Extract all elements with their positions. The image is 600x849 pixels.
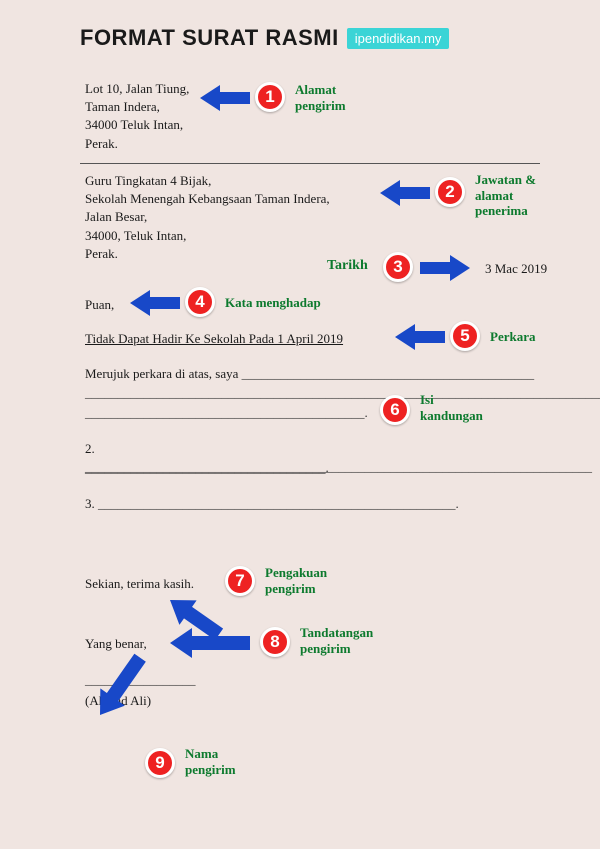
label-1: Alamat pengirim (295, 82, 346, 113)
addr-line: Lot 10, Jalan Tiung, (85, 80, 189, 98)
closing-2: Yang benar, (85, 635, 147, 653)
body-2: 2. (85, 441, 95, 456)
badge-1: 1 (255, 82, 285, 112)
addr-line: 34000 Teluk Intan, (85, 116, 189, 134)
date-value: 3 Mac 2019 (485, 260, 547, 278)
label-2: Jawatan & alamat penerima (475, 172, 536, 219)
label-5: Perkara (490, 329, 535, 345)
page-title: FORMAT SURAT RASMI (80, 25, 339, 51)
label-9: Nama pengirim (185, 746, 236, 777)
blank-line: ________________________________________… (98, 496, 459, 511)
label-8: Tandatangan pengirim (300, 625, 373, 656)
blank-line: ________________________________________… (242, 366, 535, 381)
arrow-5 (395, 324, 445, 350)
badge-3: 3 (383, 252, 413, 282)
sender-address: Lot 10, Jalan Tiung, Taman Indera, 34000… (85, 80, 189, 153)
badge-4: 4 (185, 287, 215, 317)
label-4: Kata menghadap (225, 295, 321, 311)
date-label: Tarikh (327, 258, 368, 274)
recipient-address: Guru Tingkatan 4 Bijak, Sekolah Menengah… (85, 172, 330, 263)
blank-line: _____________________________________. (85, 460, 329, 476)
arrow-8 (170, 628, 250, 658)
badge-9: 9 (145, 748, 175, 778)
badge-8: 8 (260, 627, 290, 657)
site-badge: ipendidikan.my (347, 28, 450, 49)
label-6: Isi kandungan (420, 392, 483, 423)
badge-2: 2 (435, 177, 465, 207)
arrow-4 (130, 290, 180, 316)
blank-line: ________________________________________… (85, 385, 600, 401)
addr-line: Taman Indera, (85, 98, 189, 116)
addr-line: Jalan Besar, (85, 208, 330, 226)
addr-line: Perak. (85, 245, 330, 263)
arrow-3 (420, 255, 470, 281)
arrow-1 (200, 85, 250, 111)
divider-1 (80, 163, 540, 164)
body-3-line: 3. _____________________________________… (85, 495, 459, 513)
arrow-2 (380, 180, 430, 206)
title-row: FORMAT SURAT RASMI ipendidikan.my (80, 25, 449, 51)
label-7: Pengakuan pengirim (265, 565, 327, 596)
body-intro: Merujuk perkara di atas, saya (85, 366, 242, 381)
salutation: Puan, (85, 296, 114, 314)
blank-line: ________________________________________… (85, 405, 368, 421)
badge-7: 7 (225, 566, 255, 596)
addr-line: Sekolah Menengah Kebangsaan Taman Indera… (85, 190, 330, 208)
body-3: 3. (85, 496, 98, 511)
addr-line: 34000, Teluk Intan, (85, 227, 330, 245)
badge-6: 6 (380, 395, 410, 425)
addr-line: Guru Tingkatan 4 Bijak, (85, 172, 330, 190)
body-intro-line: Merujuk perkara di atas, saya __________… (85, 365, 545, 383)
addr-line: Perak. (85, 135, 189, 153)
subject: Tidak Dapat Hadir Ke Sekolah Pada 1 Apri… (85, 330, 343, 348)
badge-5: 5 (450, 321, 480, 351)
